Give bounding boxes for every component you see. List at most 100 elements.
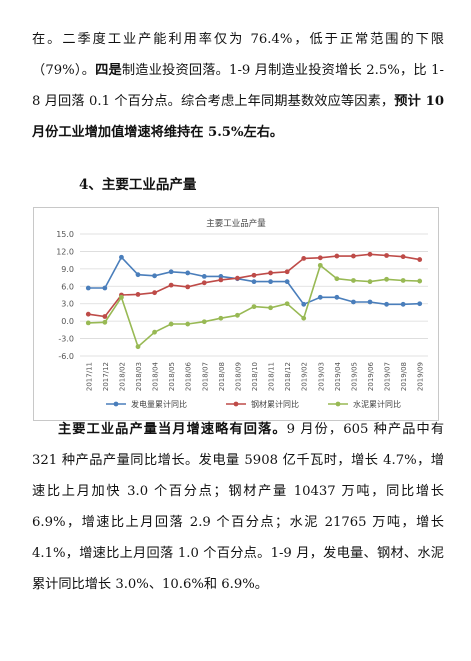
chart-grid: [80, 233, 428, 357]
y-tick-label: -6.0: [58, 352, 74, 361]
y-tick-label: 12.0: [56, 247, 74, 256]
data-point: [251, 279, 257, 285]
data-point: [135, 292, 141, 297]
data-point: [384, 301, 389, 307]
legend-swatch-marker: [113, 401, 119, 407]
data-point: [317, 255, 323, 261]
x-tick-label: 2019/07: [384, 362, 392, 391]
legend-swatch-marker: [335, 401, 341, 407]
data-point: [400, 254, 406, 260]
y-tick-label: 0.0: [61, 317, 74, 326]
data-point: [351, 278, 356, 283]
data-point: [135, 272, 141, 278]
y-tick-label: 9.0: [61, 265, 74, 274]
data-point: [102, 319, 108, 325]
data-point: [85, 311, 91, 317]
data-point: [251, 272, 257, 278]
data-point: [351, 253, 356, 259]
y-tick-label: 6.0: [61, 282, 74, 291]
legend-swatch-marker: [233, 401, 239, 407]
x-tick-label: 2018/04: [152, 361, 160, 391]
section-heading: 4、主要工业品产量: [79, 177, 197, 193]
x-tick-label: 2017/11: [85, 362, 93, 391]
paragraph-production: 主要工业品产量当月增速略有回落。9 月份，605 种产品中有 321 种产品产量…: [32, 414, 444, 600]
data-point: [400, 301, 406, 307]
data-point: [301, 315, 307, 321]
data-point: [367, 279, 373, 285]
data-point: [185, 284, 191, 290]
data-point: [135, 344, 141, 350]
data-point: [218, 315, 224, 321]
x-tick-label: 2018/12: [284, 362, 292, 391]
x-tick-label: 2019/06: [367, 361, 375, 391]
data-point: [268, 270, 273, 276]
data-point: [317, 262, 323, 268]
data-point: [119, 294, 124, 300]
data-point: [317, 294, 323, 300]
data-point: [85, 285, 91, 291]
x-tick-label: 2018/06: [185, 361, 193, 391]
data-point: [235, 275, 240, 281]
data-point: [85, 320, 91, 326]
data-point: [284, 269, 290, 275]
x-tick-label: 2017/12: [102, 362, 110, 391]
x-tick-label: 2019/02: [301, 362, 309, 391]
x-tick-label: 2019/03: [317, 362, 325, 391]
data-point: [218, 277, 224, 283]
data-point: [201, 319, 207, 325]
data-point: [152, 290, 157, 296]
x-tick-label: 2018/09: [234, 362, 242, 391]
data-point: [168, 321, 174, 327]
data-point: [284, 279, 290, 285]
data-point: [268, 279, 273, 285]
bold-forecast: 预计 10 月份工业增加值增速将维持在 5.5%左右。: [32, 94, 444, 140]
data-point: [367, 299, 373, 305]
data-point: [334, 294, 340, 300]
x-tick-label: 2018/03: [135, 362, 143, 391]
paragraph-investment: 在。二季度工业产能利用率仅为 76.4%，低于正常范围的下限（79%）。四是制造…: [32, 24, 444, 148]
paragraph-text: 9 月份，605 种产品中有 321 种产品产量同比增长。发电量 5908 亿千…: [32, 422, 445, 592]
data-point: [384, 253, 389, 258]
legend-label: 发电量累计同比: [131, 399, 187, 409]
data-point: [284, 301, 290, 307]
data-point: [201, 280, 207, 286]
data-point: [384, 276, 389, 282]
x-tick-label: 2018/11: [268, 362, 276, 391]
data-point: [218, 274, 224, 279]
x-tick-label: 2018/05: [168, 362, 176, 391]
y-axis: 15.0 12.0 9.0 6.0 3.0 0.0 -3.0 -6.0: [56, 230, 74, 361]
legend-label: 钢材累计同比: [251, 399, 299, 409]
data-point: [152, 329, 157, 335]
data-point: [168, 269, 174, 275]
data-point: [119, 254, 124, 260]
chart-legend: 发电量累计同比 钢材累计同比 水泥累计同比: [106, 399, 401, 409]
x-tick-label: 2019/05: [350, 362, 358, 391]
data-point: [152, 273, 157, 279]
x-tick-label: 2018/07: [201, 362, 209, 391]
data-point: [102, 314, 108, 319]
data-point: [301, 256, 307, 261]
y-tick-label: -3.0: [58, 335, 74, 344]
x-tick-label: 2018/10: [251, 362, 259, 391]
bold-lead: 四是: [95, 63, 122, 78]
data-point: [235, 312, 240, 318]
x-tick-label: 2018/02: [118, 362, 126, 391]
data-point: [417, 257, 423, 262]
x-tick-label: 2019/04: [334, 361, 342, 391]
data-point: [417, 278, 423, 284]
x-tick-label: 2019/09: [417, 362, 425, 391]
x-tick-label: 2019/08: [400, 362, 408, 391]
paragraph-text: 制造业投资回落。1-9 月制造业投资增长 2.5%，比 1-8 月回落 0.1 …: [32, 63, 444, 109]
data-point: [351, 299, 356, 305]
data-point: [251, 304, 257, 310]
data-point: [268, 305, 273, 311]
x-tick-label: 2018/08: [218, 362, 226, 391]
chart-title: 主要工业品产量: [206, 218, 266, 229]
data-point: [102, 285, 108, 291]
data-point: [367, 251, 373, 257]
line-chart: 主要工业品产量 15.0 12.0 9.0 6.0 3.0 0.0 -3.0 -6.0 201…: [56, 218, 428, 409]
data-point: [417, 301, 423, 307]
series-lines: [85, 251, 423, 350]
y-tick-label: 3.0: [61, 300, 74, 309]
